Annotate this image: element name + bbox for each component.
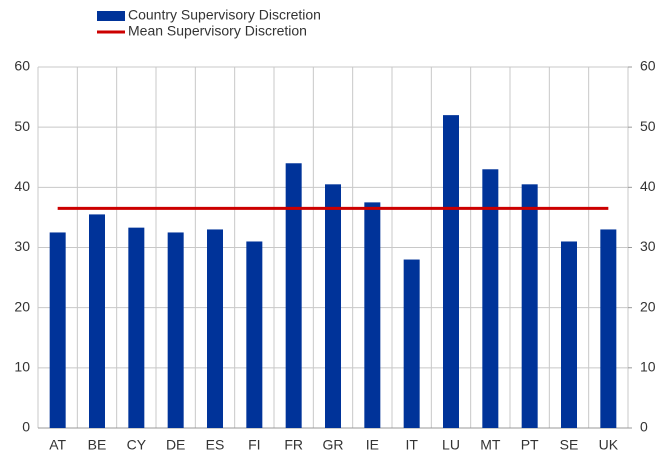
- bar: [364, 202, 381, 428]
- y-tick-label: 50: [14, 118, 30, 134]
- x-tick-label: DE: [166, 437, 185, 451]
- y2-tick-label: 50: [640, 118, 655, 134]
- y2-tick-label: 30: [640, 238, 655, 254]
- x-tick-label: FR: [284, 437, 303, 451]
- x-tick-label: MT: [480, 437, 501, 451]
- x-tick-label: ES: [206, 437, 225, 451]
- legend-swatch: [97, 11, 125, 21]
- legend-label: Mean Supervisory Discretion: [128, 23, 307, 39]
- x-tick-label: LU: [442, 437, 460, 451]
- bar: [128, 227, 145, 428]
- x-tick-label: SE: [560, 437, 579, 451]
- y-tick-label: 20: [14, 298, 30, 314]
- x-tick-label: GR: [323, 437, 344, 451]
- x-tick-label: FI: [248, 437, 260, 451]
- bar: [482, 169, 499, 429]
- x-tick-label: BE: [88, 437, 107, 451]
- bar: [285, 163, 302, 428]
- y2-tick-label: 0: [640, 419, 648, 435]
- bar: [167, 232, 184, 428]
- bar: [49, 232, 66, 428]
- y-tick-label: 10: [14, 359, 30, 375]
- bar: [325, 184, 341, 428]
- y-tick-label: 30: [14, 238, 30, 254]
- x-tick-label: AT: [49, 437, 66, 451]
- bar: [246, 241, 263, 428]
- x-tick-label: IE: [366, 437, 379, 451]
- y-tick-label: 0: [22, 419, 30, 435]
- y-tick-label: 60: [14, 58, 30, 74]
- y2-tick-label: 20: [640, 298, 655, 314]
- bar: [403, 259, 420, 428]
- bar: [561, 241, 577, 428]
- bar: [600, 229, 617, 428]
- y2-tick-label: 10: [640, 359, 655, 375]
- x-tick-label: UK: [599, 437, 619, 451]
- x-tick-label: IT: [405, 437, 418, 451]
- bar: [521, 184, 538, 428]
- x-tick-label: CY: [127, 437, 147, 451]
- x-tick-label: PT: [521, 437, 539, 451]
- bar: [443, 115, 459, 428]
- y2-tick-label: 40: [640, 178, 655, 194]
- y-tick-label: 40: [14, 178, 30, 194]
- bar: [207, 229, 223, 428]
- y2-tick-label: 60: [640, 58, 655, 74]
- bar: [89, 214, 105, 428]
- legend-label: Country Supervisory Discretion: [128, 7, 321, 23]
